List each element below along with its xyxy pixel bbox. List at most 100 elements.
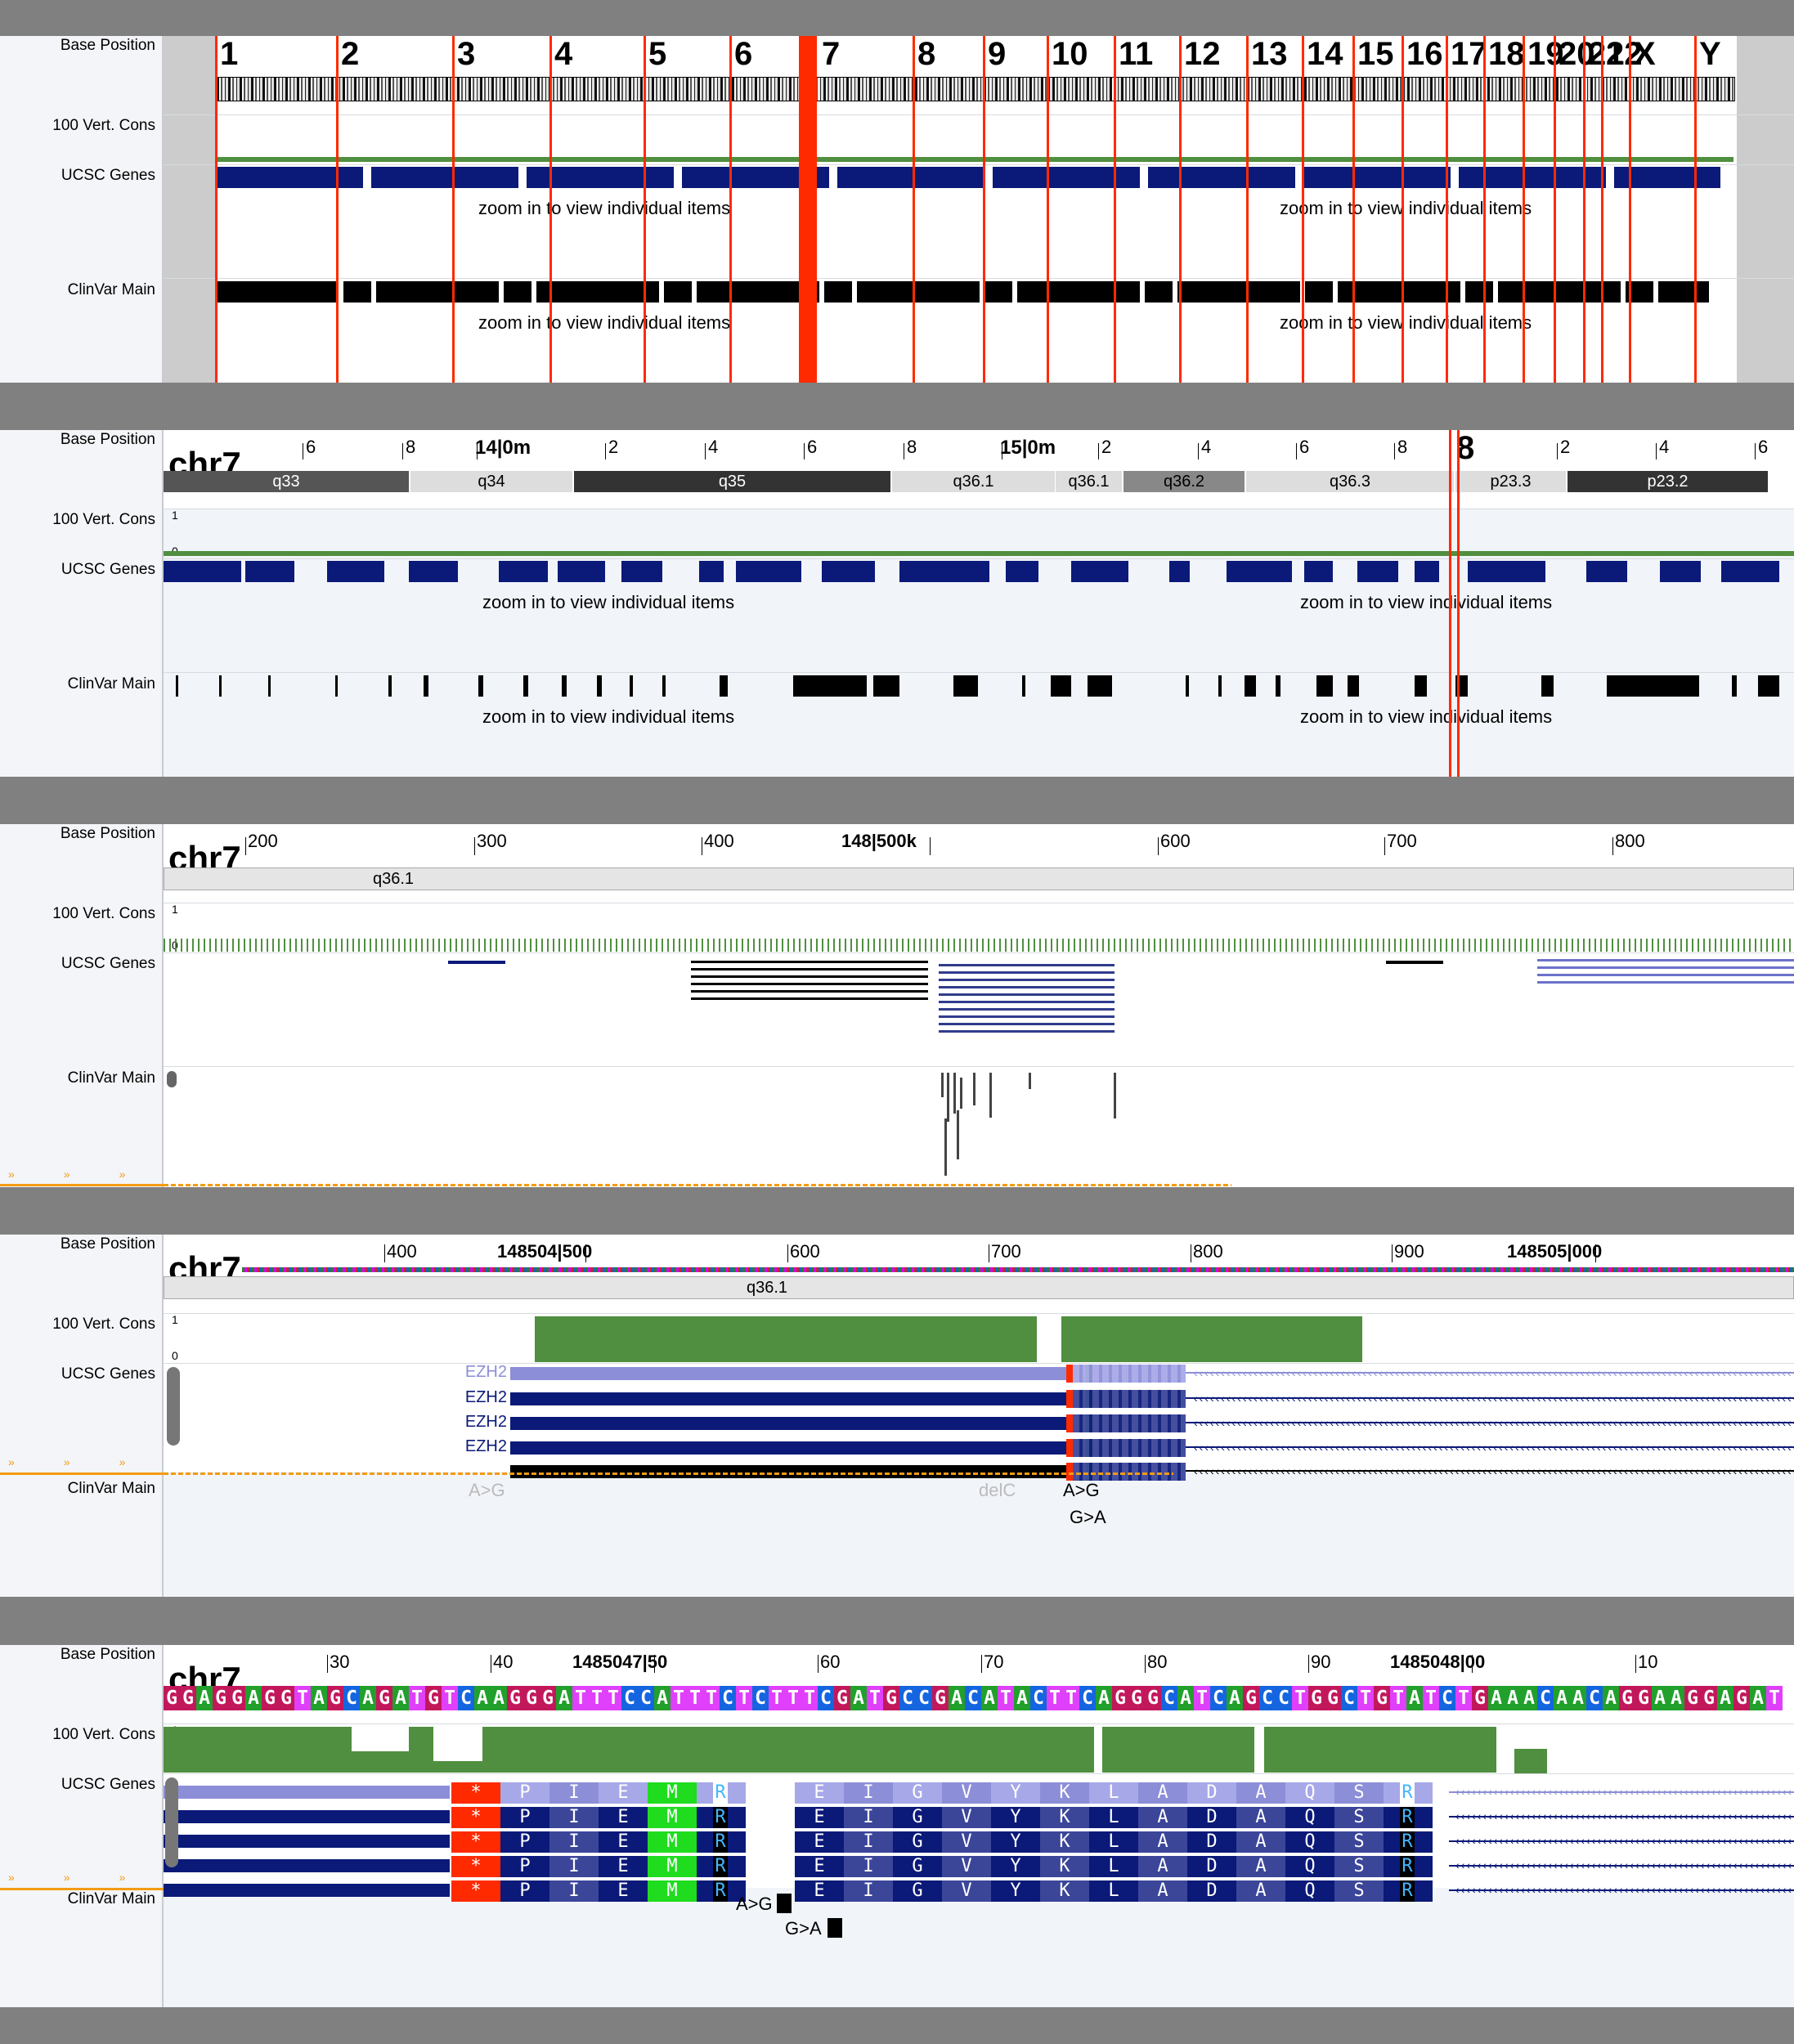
amino-acid[interactable]: * xyxy=(451,1807,500,1828)
chromosome-label[interactable]: 18 xyxy=(1488,36,1525,72)
amino-acid[interactable]: G xyxy=(893,1782,942,1804)
amino-acid[interactable]: R xyxy=(1400,1782,1415,1804)
amino-acid[interactable]: M xyxy=(648,1807,697,1828)
expand-chevrons[interactable]: »»» xyxy=(8,1168,175,1181)
left-scroll-handle[interactable] xyxy=(167,1071,177,1087)
gene-name[interactable]: EZH2 xyxy=(464,1413,507,1431)
amino-acid[interactable]: K xyxy=(1040,1831,1089,1853)
clinvar-block[interactable] xyxy=(1276,675,1280,697)
amino-acid[interactable]: E xyxy=(795,1856,844,1877)
label-clinvar[interactable]: ClinVar Main xyxy=(67,1890,155,1907)
clinvar-block[interactable] xyxy=(597,675,602,697)
amino-acid[interactable]: E xyxy=(795,1807,844,1828)
clinvar-variant[interactable] xyxy=(957,1110,959,1159)
amino-acid[interactable]: P xyxy=(500,1782,549,1804)
base-content[interactable]: 1 0 chr7 30401485047|50607080901485048|0… xyxy=(164,1645,1794,2007)
gene-block[interactable] xyxy=(1415,561,1439,582)
amino-acid[interactable]: A xyxy=(1138,1782,1187,1804)
clinvar-block[interactable] xyxy=(1218,675,1222,697)
amino-acid[interactable]: D xyxy=(1187,1807,1236,1828)
clinvar-block[interactable] xyxy=(953,675,978,697)
amino-acid[interactable]: V xyxy=(942,1880,991,1902)
amino-acid[interactable]: R xyxy=(713,1807,728,1828)
amino-acid[interactable]: L xyxy=(1089,1807,1138,1828)
amino-acid[interactable]: G xyxy=(893,1880,942,1902)
gene-block[interactable] xyxy=(1660,561,1701,582)
chromosome-label[interactable]: 8 xyxy=(917,36,936,72)
clinvar-variant[interactable] xyxy=(989,1073,992,1118)
variant-ag[interactable]: A>G xyxy=(736,1894,773,1914)
amino-acid[interactable]: Y xyxy=(991,1782,1040,1804)
label-base-position[interactable]: Base Position xyxy=(60,825,155,842)
amino-acid[interactable]: A xyxy=(1138,1831,1187,1853)
gene-block[interactable] xyxy=(1169,561,1190,582)
chromosome-label[interactable]: 10 xyxy=(1052,36,1088,72)
chromosome-label[interactable]: 11 xyxy=(1119,36,1154,72)
amino-acid[interactable]: V xyxy=(942,1831,991,1853)
amino-acid[interactable]: D xyxy=(1187,1831,1236,1853)
gene-cluster-ezh2[interactable] xyxy=(939,959,1115,1033)
chromosome-label[interactable]: 5 xyxy=(648,36,667,72)
expand-chevrons[interactable]: »»» xyxy=(8,1455,175,1468)
amino-acid[interactable]: Q xyxy=(1285,1831,1334,1853)
clinvar-variant[interactable] xyxy=(1029,1073,1031,1089)
cytoband[interactable]: q34 xyxy=(410,471,572,492)
amino-acid[interactable]: Y xyxy=(991,1807,1040,1828)
clinvar-block[interactable] xyxy=(335,675,338,697)
chromosome-label[interactable]: 7 xyxy=(822,36,841,72)
clinvar-block[interactable] xyxy=(1607,675,1699,697)
label-clinvar[interactable]: ClinVar Main xyxy=(67,281,155,298)
chromosome-label[interactable]: 2 xyxy=(341,36,360,72)
variant-ag-1[interactable]: A>G xyxy=(469,1480,505,1500)
amino-acid[interactable]: R xyxy=(1400,1856,1415,1877)
amino-acid[interactable]: I xyxy=(549,1856,599,1877)
gene-block[interactable] xyxy=(409,561,458,582)
amino-acid[interactable]: I xyxy=(549,1880,599,1902)
amino-acid[interactable]: * xyxy=(451,1831,500,1853)
clinvar-block[interactable] xyxy=(1758,675,1779,697)
cytoband[interactable]: q36.1 xyxy=(164,1276,1794,1299)
cytoband[interactable]: q36.3 xyxy=(1246,471,1454,492)
amino-acid[interactable]: V xyxy=(942,1856,991,1877)
clinvar-block[interactable] xyxy=(793,675,867,697)
chromosome-label[interactable]: 6 xyxy=(734,36,753,72)
gene-block[interactable] xyxy=(1071,561,1128,582)
amino-acid[interactable]: K xyxy=(1040,1807,1089,1828)
amino-acid[interactable]: R xyxy=(1400,1807,1415,1828)
amino-acid[interactable]: S xyxy=(1334,1880,1384,1902)
amino-acid[interactable]: K xyxy=(1040,1880,1089,1902)
amino-acid[interactable]: E xyxy=(599,1831,648,1853)
coding-exon[interactable] xyxy=(1073,1390,1186,1408)
variant-ga[interactable]: G>A xyxy=(785,1918,822,1939)
gene-block[interactable] xyxy=(1721,561,1779,582)
amino-acid[interactable]: I xyxy=(549,1782,599,1804)
label-clinvar[interactable]: ClinVar Main xyxy=(67,1069,155,1087)
amino-acid[interactable]: R xyxy=(713,1782,728,1804)
clinvar-block[interactable] xyxy=(720,675,728,697)
amino-acid[interactable]: E xyxy=(795,1831,844,1853)
gene-name[interactable]: EZH2 xyxy=(464,1388,507,1406)
chromosome-label[interactable]: 4 xyxy=(554,36,573,72)
amino-acid[interactable]: D xyxy=(1187,1856,1236,1877)
left-scroll-handle[interactable] xyxy=(167,1367,180,1446)
gene-block[interactable] xyxy=(1586,561,1627,582)
amino-acid[interactable]: A xyxy=(1236,1807,1285,1828)
chromosome-label[interactable]: 22 xyxy=(1606,36,1643,72)
clinvar-block[interactable] xyxy=(388,675,392,697)
gene-block[interactable] xyxy=(164,561,241,582)
amino-acid[interactable]: Q xyxy=(1285,1807,1334,1828)
amino-acid[interactable]: A xyxy=(1138,1880,1187,1902)
amino-acid[interactable]: E xyxy=(599,1880,648,1902)
clinvar-block[interactable] xyxy=(1415,675,1427,697)
amino-acid[interactable]: I xyxy=(844,1880,893,1902)
amino-acid[interactable]: A xyxy=(1236,1782,1285,1804)
amino-acid[interactable]: Y xyxy=(991,1856,1040,1877)
amino-acid[interactable]: Q xyxy=(1285,1782,1334,1804)
clinvar-block[interactable] xyxy=(873,675,899,697)
chromosome-label[interactable]: Y xyxy=(1699,36,1721,72)
label-clinvar[interactable]: ClinVar Main xyxy=(67,1480,155,1497)
genome-content[interactable]: zoom in to view individual items zoom in… xyxy=(164,36,1794,383)
amino-acid[interactable]: V xyxy=(942,1782,991,1804)
label-base-position[interactable]: Base Position xyxy=(60,431,155,448)
